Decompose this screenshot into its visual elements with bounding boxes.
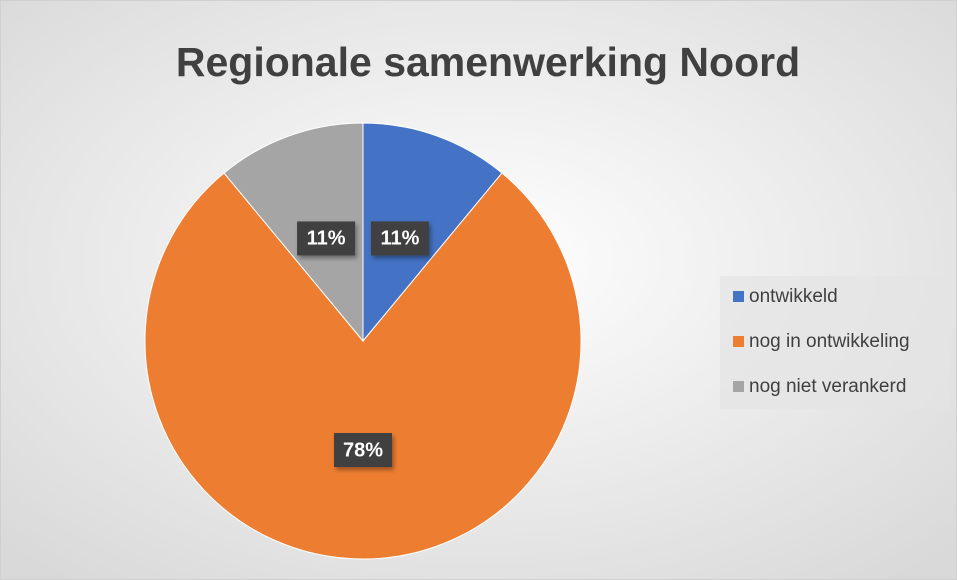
data-label-box bbox=[334, 433, 392, 467]
pie-slice bbox=[362, 122, 503, 343]
legend-marker bbox=[733, 336, 744, 347]
legend-marker bbox=[733, 291, 744, 302]
pie-slice bbox=[223, 122, 364, 343]
data-label: 78% bbox=[343, 439, 383, 461]
legend-marker bbox=[733, 381, 744, 392]
data-label: 11% bbox=[380, 228, 419, 250]
data-label-box bbox=[297, 221, 356, 256]
chart-title: Regionale samenwerking Noord bbox=[176, 39, 800, 85]
data-label: 11% bbox=[307, 228, 346, 250]
pie-slice bbox=[144, 172, 582, 560]
legend-label: nog in ontwikkeling bbox=[749, 331, 910, 352]
legend-label: ontwikkeld bbox=[749, 286, 838, 307]
legend-label: nog niet verankerd bbox=[749, 376, 906, 397]
legend-box bbox=[720, 276, 950, 409]
data-label-box bbox=[370, 221, 429, 256]
